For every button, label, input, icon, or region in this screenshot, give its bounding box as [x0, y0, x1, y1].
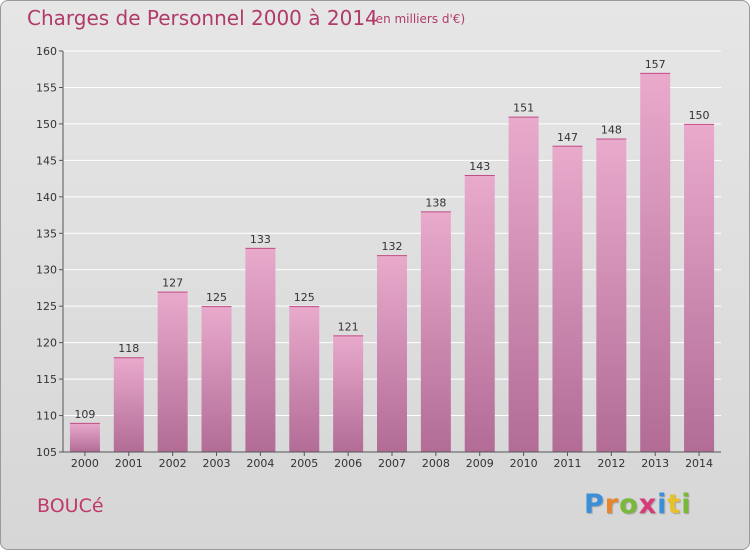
bar-2013 [640, 72, 671, 452]
value-label: 125 [294, 291, 315, 304]
bar-2014 [684, 123, 715, 452]
commune-name: BOUCé [37, 495, 104, 517]
x-tick-label: 2002 [159, 457, 187, 470]
y-tick-label: 130 [36, 264, 57, 277]
bar-chart: 105 110 115 120 125 130 135 140 145 150 155 160 109 2… [36, 45, 721, 470]
y-tick-label: 160 [36, 45, 57, 58]
x-tick-label: 2007 [378, 457, 406, 470]
logo-letter: i [657, 489, 668, 520]
x-tick-label: 2013 [641, 457, 669, 470]
bar-2003 [201, 306, 232, 452]
value-label: 150 [689, 109, 710, 122]
axes [59, 50, 721, 456]
y-tick-label: 125 [36, 300, 57, 313]
value-label: 147 [557, 131, 578, 144]
bar-2012 [596, 138, 627, 452]
proxiti-logo: Proxiti [584, 489, 692, 520]
bar-2008 [420, 211, 451, 452]
bar-2005 [289, 306, 320, 452]
logo-letter: P [584, 489, 605, 520]
labels: 105 110 115 120 125 130 135 140 145 150 155 160 109 2… [36, 45, 713, 470]
value-label: 121 [338, 320, 359, 333]
value-label: 109 [74, 408, 95, 421]
x-tick-label: 2014 [685, 457, 713, 470]
value-label: 151 [513, 102, 534, 115]
y-tick-label: 115 [36, 373, 57, 386]
x-tick-label: 2001 [115, 457, 143, 470]
bar-2010 [508, 116, 539, 453]
x-tick-label: 2000 [71, 457, 99, 470]
x-tick-label: 2006 [334, 457, 362, 470]
x-tick-label: 2003 [203, 457, 231, 470]
chart-title: Charges de Personnel 2000 à 2014 [27, 6, 378, 30]
x-tick-label: 2008 [422, 457, 450, 470]
value-label: 132 [382, 240, 403, 253]
value-label: 127 [162, 277, 183, 290]
y-tick-label: 120 [36, 337, 57, 350]
y-tick-label: 105 [36, 446, 57, 459]
x-tick-label: 2004 [246, 457, 274, 470]
value-label: 148 [601, 123, 622, 136]
x-tick-label: 2012 [597, 457, 625, 470]
value-label: 143 [469, 160, 490, 173]
value-label: 118 [118, 342, 139, 355]
logo-letter: x [638, 489, 658, 520]
bar-2007 [377, 255, 407, 452]
x-tick-label: 2011 [553, 457, 581, 470]
bar-2011 [552, 145, 583, 453]
y-tick-label: 140 [36, 191, 57, 204]
y-tick-label: 150 [36, 118, 57, 131]
chart-subtitle: (en milliers d'€) [371, 12, 466, 26]
bar-2001 [113, 357, 144, 452]
logo-letter: o [619, 489, 639, 520]
x-tick-label: 2005 [290, 457, 318, 470]
value-label: 133 [250, 233, 271, 246]
bar-2002 [157, 291, 188, 452]
bar-2004 [245, 247, 276, 452]
logo-letter: t [667, 489, 682, 520]
bar-2000 [69, 422, 100, 452]
logo-letter: r [604, 489, 620, 520]
y-tick-label: 135 [36, 227, 57, 240]
bar-2009 [464, 174, 495, 453]
y-tick-label: 110 [36, 410, 57, 423]
bars [69, 72, 715, 453]
x-tick-label: 2009 [466, 457, 494, 470]
value-label: 157 [645, 58, 666, 71]
value-label: 138 [425, 196, 446, 209]
y-tick-label: 155 [36, 81, 57, 94]
y-tick-label: 145 [36, 154, 57, 167]
bar-2006 [333, 335, 364, 452]
logo-letter: i [681, 489, 692, 520]
value-label: 125 [206, 291, 227, 304]
x-tick-label: 2010 [510, 457, 538, 470]
